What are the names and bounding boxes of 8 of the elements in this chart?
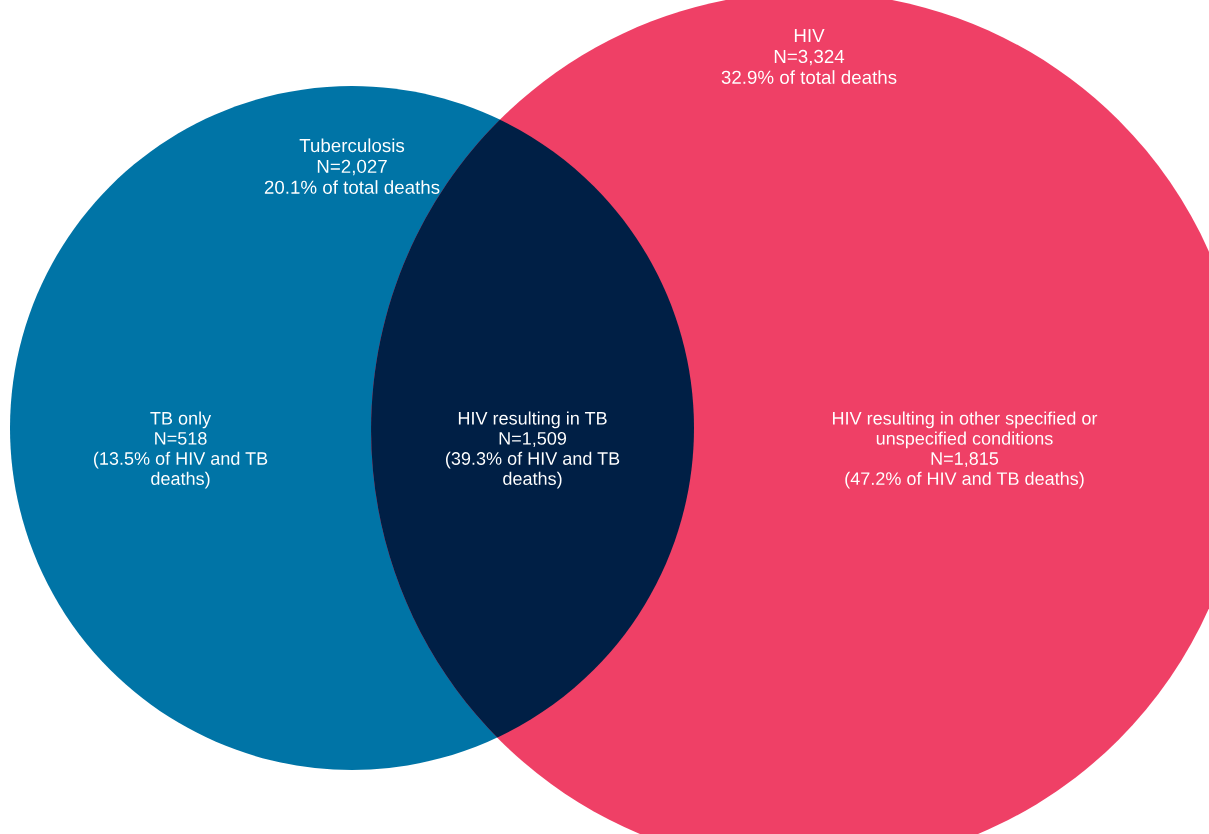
- data-label: N=1,509 (39.3% of HIV and TB deaths): [445, 432, 620, 489]
- data-label: N=1,815 (47.2% of HIV and TB deaths): [845, 452, 1084, 489]
- data-label: N=518 (13.5% of HIV and TB deaths): [93, 432, 268, 489]
- text: Tuberculosis N=2,027 20.1% of total deaths: [264, 138, 440, 194]
- text: HIV N=3,324 32.9% of total deaths: [721, 29, 897, 84]
- category-label: TB only: [150, 411, 212, 429]
- category-label: HIV resulting in other specified or unspecified conditions: [832, 411, 1098, 449]
- category-label: HIV resulting in TB: [458, 411, 607, 429]
